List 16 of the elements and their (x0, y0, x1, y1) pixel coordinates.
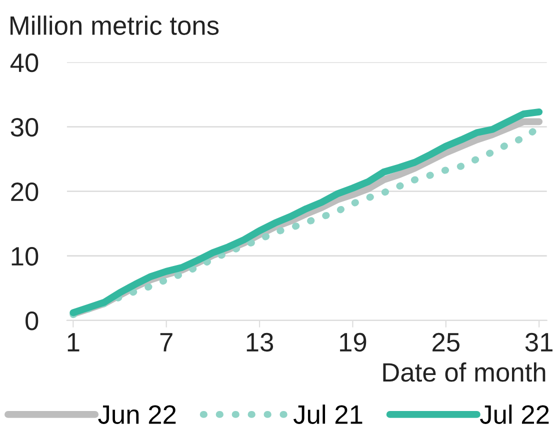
legend-label: Jul 22 (480, 404, 549, 424)
x-tick-label: 25 (432, 332, 460, 352)
x-axis-title: Date of month (383, 362, 546, 382)
y-tick-label: 40 (10, 53, 38, 72)
x-tick-label: 1 (68, 333, 80, 352)
y-tick-label: 10 (12, 247, 38, 266)
legend-label: Jul 21 (293, 404, 362, 424)
x-tick-label: 31 (525, 332, 552, 352)
y-tick-label: 20 (11, 182, 38, 202)
x-tick-label: 7 (160, 333, 172, 352)
legend-label: Jun 22 (98, 405, 176, 424)
x-tick-label: 19 (340, 332, 366, 352)
y-tick-label: 0 (26, 312, 38, 330)
y-axis-title: Million metric tons (10, 16, 219, 35)
y-tick-label: 30 (10, 118, 38, 137)
x-tick-label: 13 (246, 332, 274, 352)
